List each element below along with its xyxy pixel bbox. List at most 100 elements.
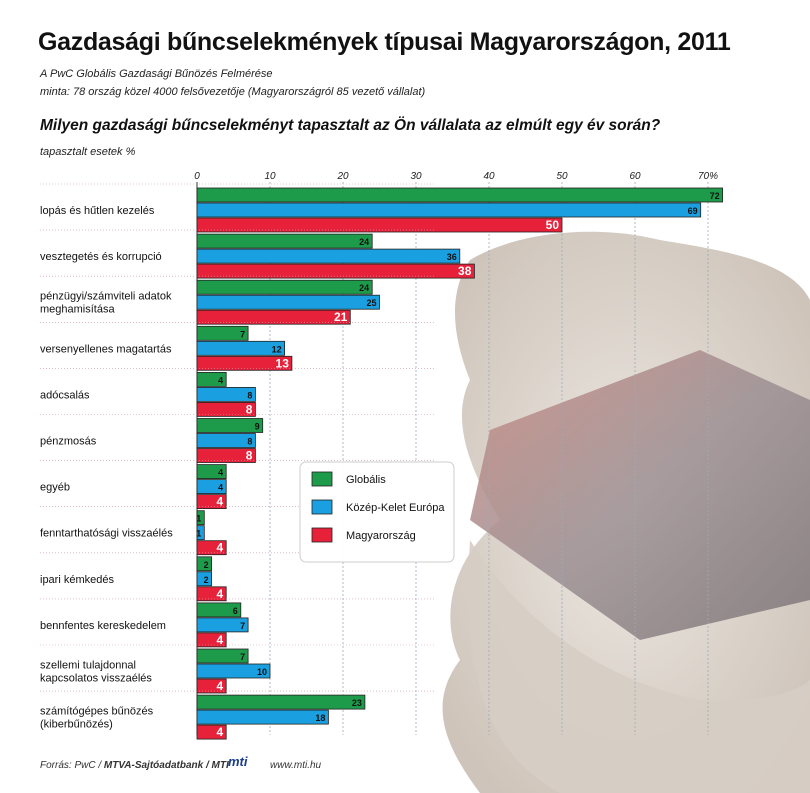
data-label: 2	[204, 575, 209, 585]
data-label: 12	[272, 344, 282, 354]
data-label: 23	[352, 698, 362, 708]
data-label: 36	[447, 252, 457, 262]
bar	[196, 540, 227, 556]
bar	[196, 248, 461, 264]
bar	[196, 586, 227, 602]
survey-question: Milyen gazdasági bűncselekményt tapaszta…	[40, 117, 661, 134]
data-label: 25	[366, 298, 376, 308]
bar	[196, 617, 249, 633]
website-label: www.mti.hu	[270, 760, 322, 771]
x-tick-label: 70%	[698, 171, 718, 182]
mti-logo: mti	[228, 754, 248, 769]
bar	[196, 663, 271, 679]
category-label: adócsalás	[40, 389, 90, 401]
data-label: 1	[196, 514, 201, 524]
category-label: (kiberbűnözés)	[40, 719, 113, 731]
x-tick-label: 50	[556, 171, 568, 182]
source-footer: Forrás: PwC / MTVA-Sajtóadatbank / MTI	[40, 760, 229, 771]
data-label: 8	[247, 437, 252, 447]
bar	[196, 202, 702, 218]
x-tick-label: 10	[264, 171, 276, 182]
data-label: 4	[217, 633, 224, 647]
bar	[196, 187, 723, 203]
data-label: 24	[359, 237, 369, 247]
data-label: 9	[255, 422, 260, 432]
data-label: 4	[217, 495, 224, 509]
category-label: vesztegetés és korrupció	[40, 251, 162, 263]
bar	[196, 510, 205, 526]
legend-label: Magyarország	[346, 530, 416, 542]
data-label: 4	[217, 679, 224, 693]
bar	[196, 709, 329, 725]
x-tick-label: 40	[483, 171, 495, 182]
bar	[196, 525, 205, 541]
data-label: 69	[688, 206, 698, 216]
bar	[196, 325, 249, 341]
bar	[196, 678, 227, 694]
legend-swatch	[311, 527, 333, 543]
bar	[196, 371, 227, 387]
category-label: szellemi tulajdonnal	[40, 660, 136, 672]
bar	[196, 263, 475, 279]
bar	[196, 233, 373, 249]
bar	[196, 433, 256, 448]
data-label: 21	[334, 310, 348, 324]
bar	[196, 340, 285, 356]
data-label: 2	[204, 560, 209, 570]
bar	[196, 418, 264, 433]
lower-hand-image	[468, 540, 810, 793]
bar	[196, 217, 563, 233]
data-label: 7	[240, 652, 245, 662]
subtitle-sample: minta: 78 ország közel 4000 felsővezetőj…	[40, 86, 426, 98]
data-label: 4	[217, 725, 224, 739]
x-tick-label: 20	[336, 171, 349, 182]
data-label: 18	[315, 713, 325, 723]
category-label: kapcsolatos visszaélés	[40, 673, 152, 685]
bar	[196, 556, 213, 572]
data-label: 24	[359, 283, 369, 293]
category-label: lopás és hűtlen kezelés	[40, 205, 155, 217]
chart-title: Gazdasági bűncselekmények típusai Magyar…	[38, 28, 731, 56]
data-label: 13	[276, 356, 290, 370]
banknote-stack-image	[470, 350, 810, 640]
x-tick-label: 30	[410, 171, 422, 182]
bar	[196, 632, 227, 648]
subtitle-survey: A PwC Globális Gazdasági Bűnözés Felméré…	[40, 68, 273, 80]
source-prefix: Forrás: PwC /	[40, 760, 104, 771]
data-label: 72	[710, 191, 720, 201]
x-tick-label: 0	[194, 171, 200, 182]
data-label: 8	[246, 402, 253, 416]
bar	[196, 279, 373, 295]
category-label: bennfentes kereskedelem	[40, 620, 166, 632]
legend-box	[299, 461, 455, 563]
source-bold: MTVA-Sajtóadatbank / MTI	[103, 760, 229, 771]
legend-swatch	[311, 499, 333, 515]
bar	[196, 694, 366, 710]
data-label: 7	[240, 621, 245, 631]
legend-label: Közép-Kelet Európa	[346, 502, 445, 514]
bar	[196, 386, 256, 402]
category-label: pénzügyi/számviteli adatok	[40, 291, 172, 303]
data-label: 4	[218, 483, 223, 493]
bar	[196, 571, 213, 587]
category-label: meghamisítása	[40, 304, 115, 316]
data-label: 8	[247, 390, 252, 400]
data-label: 10	[257, 667, 267, 677]
data-label: 4	[217, 541, 224, 555]
data-label: 50	[546, 218, 560, 232]
category-label: pénzmosás	[40, 436, 97, 448]
data-label: 6	[233, 606, 238, 616]
category-label: számítógépes bűnözés	[40, 706, 154, 718]
x-tick-label: 60	[629, 171, 641, 182]
legend-label: Globális	[346, 474, 386, 486]
bar	[196, 602, 242, 618]
legend-swatch	[311, 471, 333, 487]
bar	[196, 294, 380, 310]
bar	[196, 448, 256, 463]
data-label: 4	[218, 468, 223, 478]
bar	[196, 309, 351, 325]
bar	[196, 464, 227, 480]
data-label: 7	[240, 329, 245, 339]
bar	[196, 479, 227, 495]
